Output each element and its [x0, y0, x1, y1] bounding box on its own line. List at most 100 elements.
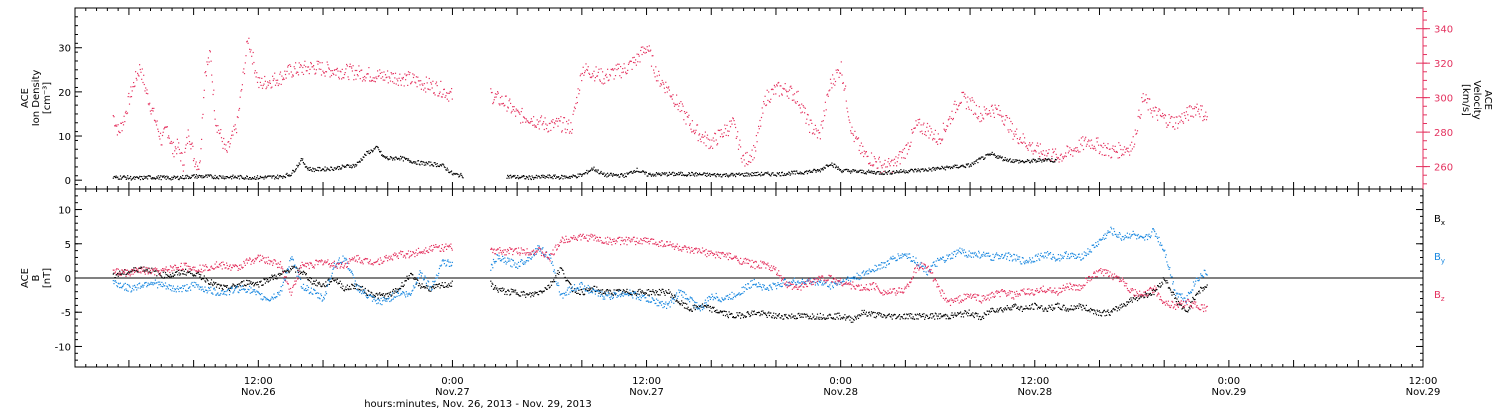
density-series-point [644, 172, 645, 173]
bx-series-point [344, 290, 345, 291]
velocity-series-point [927, 123, 928, 124]
velocity-series-point [1048, 153, 1049, 154]
velocity-series-point [569, 133, 570, 134]
bx-series-point [1043, 310, 1044, 311]
density-series-point [913, 170, 914, 171]
velocity-series-point [951, 118, 952, 119]
density-series-point [873, 173, 874, 174]
velocity-series-point [743, 155, 744, 156]
bx-series-point [565, 277, 566, 278]
velocity-series-point [195, 164, 196, 165]
bx-series-point [777, 316, 778, 317]
velocity-series-point [1027, 148, 1028, 149]
bx-series-point [736, 312, 737, 313]
velocity-series-point [704, 136, 705, 137]
velocity-series-point [936, 141, 937, 142]
velocity-series-point [1084, 138, 1085, 139]
bx-series-point [776, 318, 777, 319]
velocity-series-point [230, 138, 231, 139]
velocity-series-point [341, 78, 342, 79]
velocity-series-point [1120, 149, 1121, 150]
by-series-point [132, 288, 133, 289]
density-series-point [892, 173, 893, 174]
density-series-point [672, 172, 673, 173]
velocity-series-point [1089, 140, 1090, 141]
bx-series-point [1033, 309, 1034, 310]
density-series-point [680, 172, 681, 173]
by-series-point [142, 285, 143, 286]
bx-series-point [179, 275, 180, 276]
bx-series-point [199, 276, 200, 277]
velocity-series-point [752, 150, 753, 151]
bx-series-point [1147, 297, 1148, 298]
velocity-series-point [1078, 151, 1079, 152]
velocity-series-point [222, 148, 223, 149]
bx-series-point [409, 275, 410, 276]
bx-series-point [258, 284, 259, 285]
velocity-series-point [174, 150, 175, 151]
bx-series-point [1048, 308, 1049, 309]
velocity-series-point [841, 74, 842, 75]
bx-series-point [311, 278, 312, 279]
velocity-series-point [685, 113, 686, 114]
velocity-series-point [614, 68, 615, 69]
bx-series-point [310, 281, 311, 282]
velocity-series-point [983, 118, 984, 119]
velocity-series-point [674, 106, 675, 107]
bx-series-point [741, 315, 742, 316]
bx-series-point [341, 283, 342, 284]
velocity-series-point [249, 49, 250, 50]
velocity-series-point [335, 69, 336, 70]
velocity-series-point [1007, 117, 1008, 118]
velocity-series-point [1074, 150, 1075, 151]
bx-series-point [839, 313, 840, 314]
velocity-series-point [291, 71, 292, 72]
density-series-point [905, 172, 906, 173]
velocity-series-point [232, 131, 233, 132]
bx-series-point [679, 303, 680, 304]
velocity-series-point [520, 122, 521, 123]
bx-series-point [541, 291, 542, 292]
density-series-point [565, 177, 566, 178]
velocity-series-point [393, 73, 394, 74]
density-series-point [896, 170, 897, 171]
velocity-series-point [1058, 157, 1059, 158]
bx-series-point [857, 315, 858, 316]
velocity-series-point [606, 74, 607, 75]
velocity-series-point [1202, 105, 1203, 106]
velocity-series-point [1177, 128, 1178, 129]
velocity-series-point [291, 76, 292, 77]
density-series-point [908, 172, 909, 173]
velocity-series-point [1030, 145, 1031, 146]
bx-series-point [773, 313, 774, 314]
velocity-series-point [768, 91, 769, 92]
bx-series-point [309, 280, 310, 281]
velocity-series-point [724, 125, 725, 126]
density-series-point [542, 175, 543, 176]
bx-series-point [556, 277, 557, 278]
bx-series-point [232, 285, 233, 286]
velocity-series-point [917, 125, 918, 126]
by-series-point [199, 289, 200, 290]
density-series-point [735, 176, 736, 177]
velocity-series-point [1092, 145, 1093, 146]
velocity-series-point [757, 132, 758, 133]
velocity-series-point [918, 119, 919, 120]
velocity-series-point [1000, 110, 1001, 111]
velocity-series-point [238, 117, 239, 118]
velocity-series-point [923, 123, 924, 124]
bx-series-point [248, 280, 249, 281]
velocity-series-point [1169, 114, 1170, 115]
velocity-series-point [642, 46, 643, 47]
velocity-series-point [1069, 151, 1070, 152]
density-series-point [157, 177, 158, 178]
velocity-series-point [290, 66, 291, 67]
velocity-series-point [329, 69, 330, 70]
velocity-series-point [280, 72, 281, 73]
velocity-series-point [194, 158, 195, 159]
bx-series-point [825, 319, 826, 320]
velocity-series-point [933, 134, 934, 135]
density-series-point [747, 175, 748, 176]
density-series-point [1054, 161, 1055, 162]
